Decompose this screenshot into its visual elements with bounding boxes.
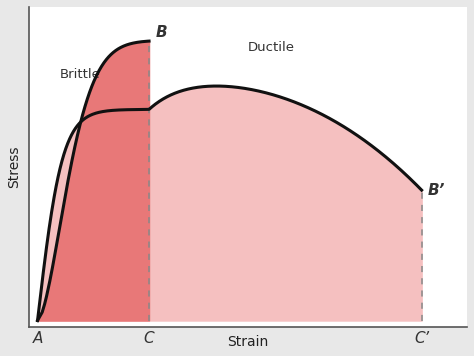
Text: B: B <box>155 25 167 40</box>
Text: C: C <box>144 331 155 346</box>
Text: C’: C’ <box>414 331 429 346</box>
Text: B’: B’ <box>428 183 445 198</box>
Text: Ductile: Ductile <box>248 41 295 54</box>
Text: A: A <box>32 331 43 346</box>
X-axis label: Strain: Strain <box>228 335 269 349</box>
Text: Brittle: Brittle <box>59 68 100 81</box>
Y-axis label: Stress: Stress <box>7 146 21 188</box>
